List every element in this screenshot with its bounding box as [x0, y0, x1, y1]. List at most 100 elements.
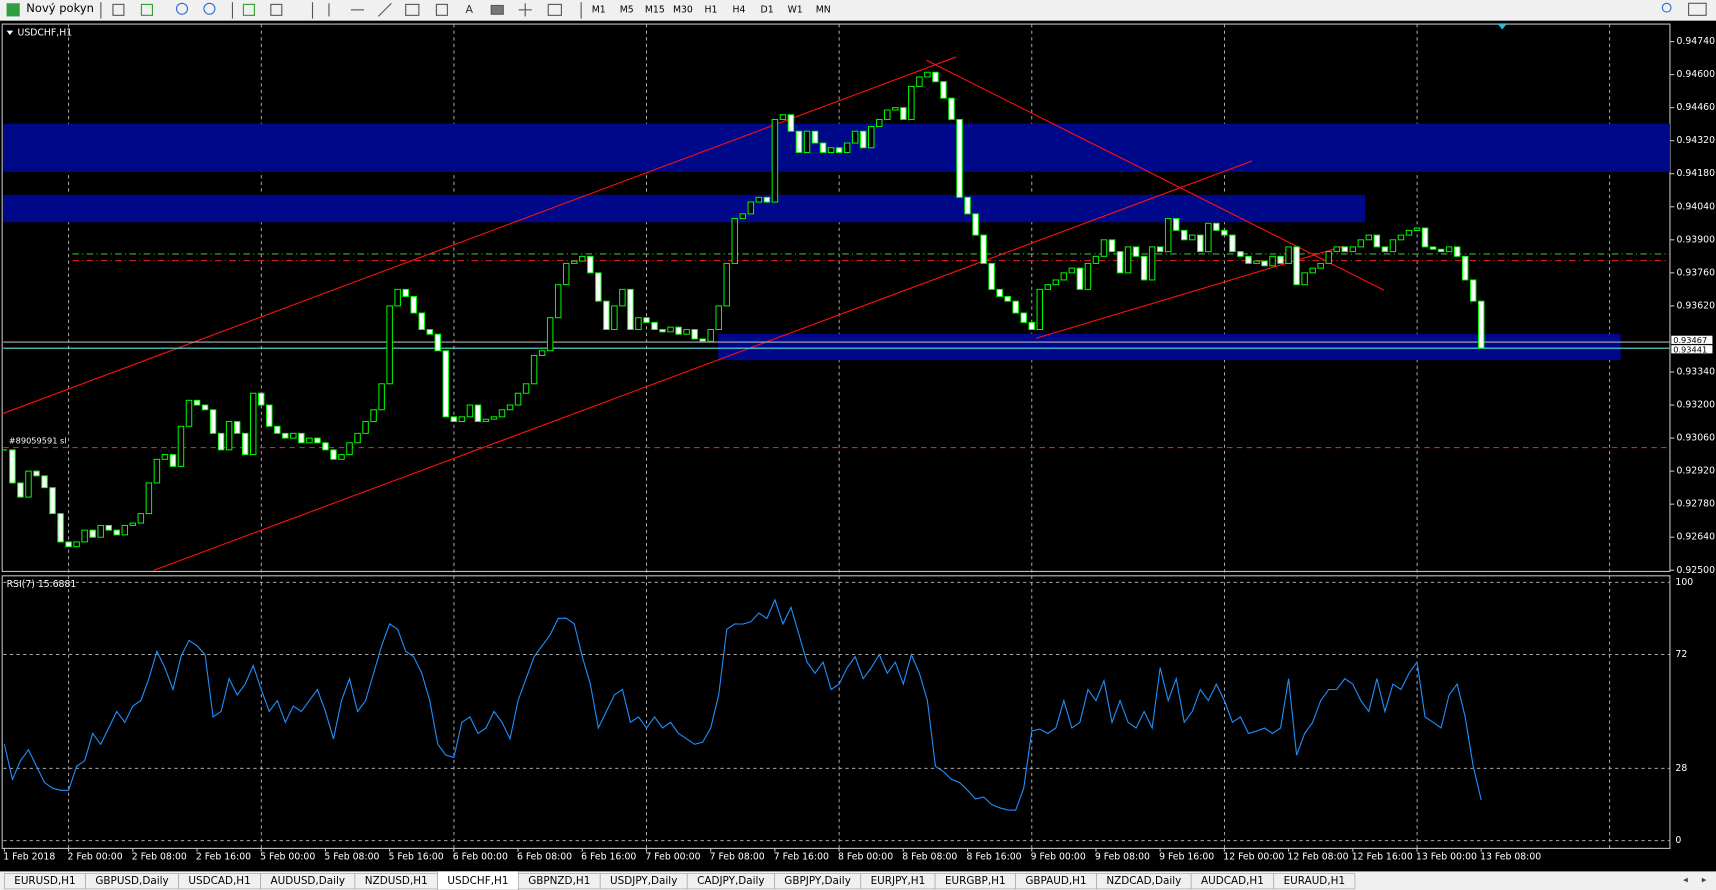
candle-up: [466, 404, 474, 418]
candle-down: [1213, 222, 1220, 231]
candle-down: [651, 321, 658, 331]
tab-label[interactable]: GBPAUD,H1: [1025, 875, 1086, 887]
trend-line[interactable]: [1036, 245, 1344, 339]
timeframe-button[interactable]: D1: [761, 4, 774, 15]
candle-down: [274, 425, 281, 434]
rsi-line: [3, 598, 1482, 811]
candle-up: [458, 416, 466, 423]
demand-zone[interactable]: [718, 333, 1621, 361]
tab-label[interactable]: GBPNZD,H1: [528, 875, 590, 887]
tab-label[interactable]: EURUSD,H1: [14, 875, 75, 887]
candle-up: [1325, 251, 1332, 264]
candle-up: [1349, 246, 1357, 253]
candle-down: [474, 404, 482, 423]
chart-menu[interactable]: [6, 30, 14, 36]
timeframe-button[interactable]: H1: [705, 4, 718, 15]
candle-down: [1461, 255, 1469, 281]
candle-up: [876, 118, 883, 128]
tab-label[interactable]: USDCAD,H1: [188, 875, 250, 887]
channel-upper[interactable]: [2, 56, 957, 415]
candle-down: [1028, 321, 1035, 331]
rsi-title: RSI(7) 15.6881: [7, 579, 77, 590]
candle-down: [193, 399, 201, 406]
channel-tool[interactable]: [435, 3, 448, 16]
channel-lower[interactable]: [153, 160, 1253, 571]
autoscroll-icon[interactable]: [270, 3, 283, 16]
candle-down: [1012, 300, 1019, 314]
timeframe-button[interactable]: H4: [733, 4, 746, 15]
trend-line[interactable]: [926, 59, 1385, 291]
candle-up: [378, 383, 385, 411]
candle-up: [851, 130, 859, 144]
tab-label[interactable]: CADJPY,Daily: [697, 875, 764, 887]
tab-label[interactable]: EURJPY,H1: [871, 875, 926, 887]
search-icon[interactable]: [1661, 2, 1672, 13]
candle-down: [314, 437, 321, 444]
timeframe-button[interactable]: M5: [620, 4, 634, 15]
candle-up: [562, 262, 570, 286]
price-label-box: [1670, 344, 1713, 354]
tab-label[interactable]: AUDCAD,H1: [1201, 875, 1264, 887]
timeframe-button[interactable]: M15: [645, 4, 665, 15]
supply-zone[interactable]: [3, 194, 1366, 223]
x-tick-label: 2 Feb 00:00: [67, 852, 122, 863]
tab-label[interactable]: AUDUSD,Daily: [270, 875, 345, 887]
candle-down: [1020, 312, 1027, 323]
candle-up: [1164, 218, 1172, 253]
new-order-icon[interactable]: [6, 3, 20, 17]
candle-up: [779, 114, 787, 120]
shift-icon[interactable]: [242, 3, 255, 16]
candle-up: [185, 399, 193, 427]
tab-label[interactable]: USDCHF,H1: [447, 875, 508, 887]
candle-up: [619, 288, 626, 307]
candle-up: [1365, 234, 1373, 241]
bar-chart-icon[interactable]: [112, 3, 125, 16]
candle-down: [1261, 260, 1268, 267]
label-tool[interactable]: [490, 4, 504, 15]
candle-down: [65, 541, 72, 548]
tab-scroll-right[interactable]: ▸: [1702, 875, 1707, 886]
candle-up: [1060, 272, 1068, 281]
tab-label[interactable]: EURGBP,H1: [945, 875, 1006, 887]
fibo-tool[interactable]: [405, 3, 420, 16]
candle-down: [410, 295, 417, 314]
candle-up: [394, 288, 401, 307]
trendline-tool[interactable]: [377, 2, 392, 17]
candle-up: [1124, 246, 1132, 274]
new-order-button[interactable]: Nový pokyn: [26, 1, 94, 15]
tab-label[interactable]: USDJPY,Daily: [610, 875, 677, 887]
tab[interactable]: [1273, 873, 1356, 890]
tab-label[interactable]: EURAUD,H1: [1284, 875, 1345, 887]
tab-label[interactable]: GBPUSD,Daily: [95, 875, 168, 887]
candle-down: [49, 487, 56, 515]
candle-down: [787, 114, 795, 132]
timeframe-button[interactable]: W1: [788, 4, 803, 15]
tab-scroll-left[interactable]: ◂: [1683, 875, 1688, 886]
arrows-tool[interactable]: [547, 3, 562, 16]
tab-label[interactable]: NZDUSD,H1: [365, 875, 428, 887]
zoom-out-icon[interactable]: [203, 2, 216, 15]
candle-down: [988, 262, 995, 290]
candle-up: [177, 425, 185, 467]
candle-up: [137, 513, 145, 524]
timeframe-button[interactable]: MN: [816, 4, 831, 15]
candle-up: [161, 454, 169, 460]
candle-up: [153, 458, 161, 484]
main-panel: [1, 23, 1671, 572]
candle-down: [1453, 246, 1461, 257]
candle-down: [956, 118, 963, 198]
candle-down: [763, 196, 771, 203]
zoom-in-icon[interactable]: [175, 2, 189, 15]
timeframe-button[interactable]: M1: [592, 4, 606, 15]
toolbar-icons: [100, 2, 1707, 19]
chat-icon[interactable]: [1688, 2, 1707, 16]
candle-up: [1148, 246, 1156, 281]
timeframe-button[interactable]: M30: [673, 4, 693, 15]
tab-label[interactable]: GBPJPY,Daily: [784, 875, 851, 887]
candle-down: [900, 107, 907, 120]
candle-icon[interactable]: [140, 3, 153, 16]
candle-up: [97, 524, 104, 538]
text-tool[interactable]: A: [466, 3, 474, 16]
tab-label[interactable]: NZDCAD,Daily: [1106, 875, 1181, 887]
